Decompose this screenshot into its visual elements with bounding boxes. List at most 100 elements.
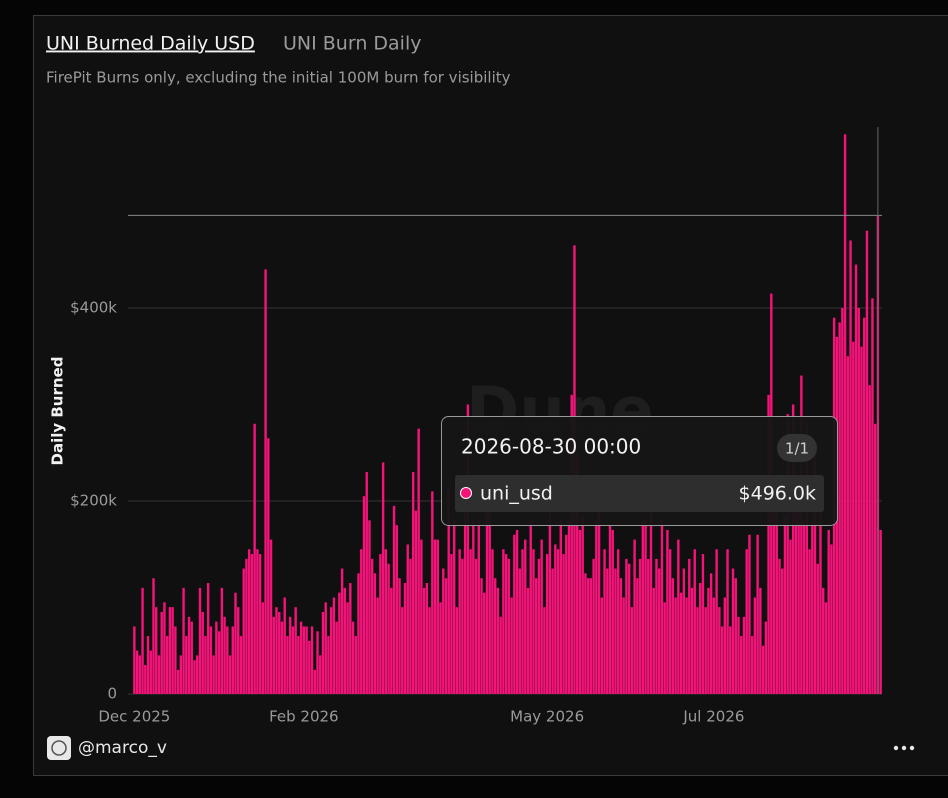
- bar: [693, 549, 696, 694]
- bar: [518, 568, 522, 694]
- bar: [474, 558, 478, 694]
- bar: [819, 510, 822, 694]
- bar: [712, 597, 716, 694]
- bar: [529, 520, 532, 694]
- bar: [786, 414, 789, 694]
- bar: [761, 645, 765, 694]
- y-tick-label: 0: [107, 685, 117, 703]
- bar: [299, 621, 303, 694]
- bar: [491, 549, 494, 694]
- bar: [379, 554, 382, 694]
- bar: [215, 621, 218, 694]
- bar: [133, 626, 136, 694]
- bar: [288, 616, 292, 694]
- tab[interactable]: UNI Burn Daily: [283, 33, 421, 55]
- bar: [463, 476, 467, 694]
- bar: [849, 240, 852, 694]
- bar: [220, 587, 224, 694]
- bar: [759, 587, 762, 694]
- bar: [679, 592, 683, 694]
- bar: [753, 597, 757, 694]
- bar: [554, 544, 557, 694]
- bar: [411, 472, 415, 694]
- bar: [160, 611, 163, 694]
- bar: [641, 520, 645, 694]
- bar: [275, 607, 278, 694]
- bar: [212, 655, 215, 694]
- bar: [586, 578, 590, 694]
- bar: [316, 631, 319, 694]
- bar: [608, 525, 612, 694]
- bar: [368, 520, 371, 694]
- bar: [597, 510, 601, 694]
- bar: [370, 558, 374, 694]
- bar: [206, 583, 210, 694]
- bar: [565, 534, 568, 694]
- bar: [223, 616, 226, 694]
- subtitle: FirePit Burns only, excluding the initia…: [46, 69, 511, 87]
- bar: [264, 269, 267, 694]
- bar: [830, 544, 833, 694]
- bar: [595, 520, 598, 694]
- bar: [387, 563, 390, 694]
- bar: [808, 549, 811, 694]
- bar: [480, 578, 483, 694]
- dot: [901, 745, 907, 751]
- bar: [633, 539, 636, 694]
- bar: [584, 573, 587, 694]
- bar: [636, 578, 639, 694]
- bar: [278, 611, 281, 694]
- bar: [267, 438, 270, 694]
- bar: [152, 578, 155, 694]
- bars: [133, 134, 882, 695]
- bar: [660, 520, 664, 694]
- bar: [417, 428, 420, 694]
- bar: [329, 607, 333, 694]
- bar: [493, 578, 497, 694]
- bar: [351, 621, 355, 694]
- bar: [507, 558, 511, 694]
- bar: [291, 626, 295, 694]
- bar: [824, 602, 828, 694]
- chart-title[interactable]: UNI Burned Daily USD: [46, 33, 255, 55]
- bar: [502, 549, 505, 694]
- bar: [576, 452, 579, 694]
- bar: [655, 558, 658, 694]
- bar: [794, 472, 798, 694]
- dot: [909, 745, 915, 751]
- bar: [827, 529, 830, 694]
- bar: [778, 558, 781, 694]
- bar: [734, 578, 737, 694]
- bar: [485, 510, 489, 694]
- bar: [360, 549, 363, 694]
- bar: [534, 578, 538, 694]
- bar: [540, 539, 543, 694]
- bar: [217, 631, 221, 694]
- y-tick-label: $200k: [70, 492, 117, 510]
- author[interactable]: @marco_v: [78, 738, 167, 758]
- bar: [748, 534, 751, 694]
- bar: [674, 597, 677, 694]
- bar: [638, 558, 642, 694]
- bar: [701, 554, 705, 694]
- tooltip-title: 2026-08-30 00:00: [461, 435, 641, 459]
- bar: [269, 539, 273, 694]
- more-menu[interactable]: [893, 745, 915, 751]
- bar: [201, 611, 204, 694]
- bar: [239, 636, 243, 694]
- avatar[interactable]: [47, 736, 71, 760]
- bar: [332, 597, 336, 694]
- bar: [324, 602, 327, 694]
- bar: [838, 322, 841, 694]
- bar: [816, 563, 819, 694]
- bar: [781, 568, 784, 694]
- bar: [354, 636, 357, 694]
- bar: [567, 520, 571, 694]
- bar: [731, 568, 735, 694]
- bar: [228, 655, 232, 694]
- bar: [532, 549, 535, 694]
- bar: [466, 404, 470, 694]
- bar: [165, 636, 169, 694]
- bar: [401, 607, 404, 694]
